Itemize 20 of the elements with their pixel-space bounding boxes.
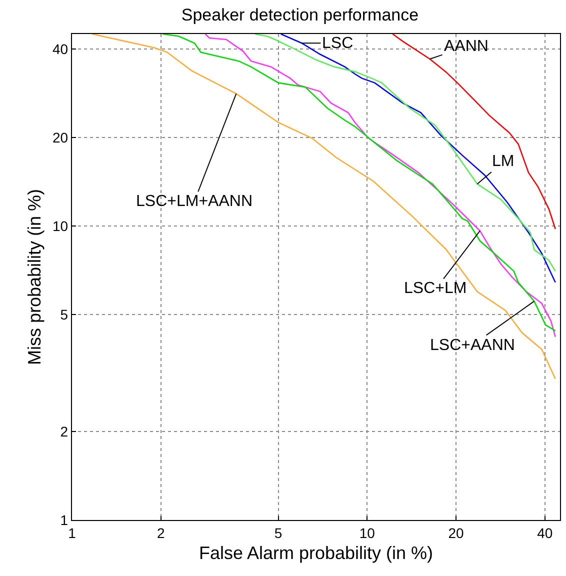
annotation: LSC+AANN bbox=[430, 337, 515, 354]
annotation: LSC+LM+AANN bbox=[136, 193, 252, 210]
y-tick-label: 2 bbox=[60, 423, 68, 440]
annotation: AANN bbox=[444, 38, 488, 55]
y-tick-label: 1 bbox=[60, 512, 68, 528]
x-tick-label: 20 bbox=[448, 524, 464, 541]
x-tick-label: 40 bbox=[537, 524, 553, 541]
annotation: LSC+LM bbox=[404, 280, 467, 297]
y-axis-title: Miss probability (in %) bbox=[24, 188, 45, 366]
y-tick-label: 20 bbox=[52, 129, 68, 146]
x-tick-label: 2 bbox=[156, 524, 165, 541]
x-tick-label: 5 bbox=[274, 524, 282, 541]
annotation: LM bbox=[492, 153, 514, 170]
y-tick-label: 5 bbox=[60, 306, 68, 322]
x-axis-title: False Alarm probability (in %) bbox=[198, 543, 434, 564]
y-tick-label: 10 bbox=[52, 218, 68, 234]
chart-title: Speaker detection performance bbox=[181, 6, 419, 25]
y-tick-label: 40 bbox=[52, 40, 68, 57]
x-tick-label: 10 bbox=[359, 524, 376, 541]
annotation: LSC bbox=[322, 35, 354, 52]
